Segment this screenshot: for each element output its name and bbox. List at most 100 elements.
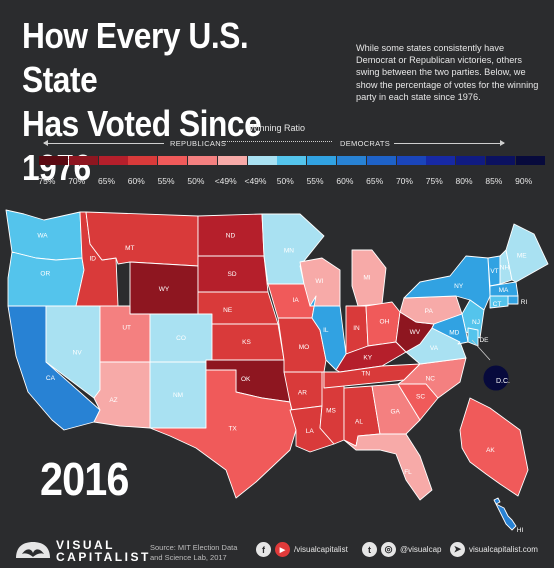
state-de[interactable]	[467, 327, 479, 347]
website-url: visualcapitalist.com	[469, 545, 538, 554]
state-mt[interactable]	[85, 211, 199, 267]
legend-swatch	[277, 156, 307, 165]
state-label-fl: FL	[404, 469, 412, 476]
state-label-ak: AK	[486, 447, 495, 454]
state-ky[interactable]	[335, 341, 407, 373]
state-label-ny: NY	[454, 283, 464, 290]
state-label-ca: CA	[46, 375, 56, 382]
legend-tick-label: 75%	[425, 176, 443, 186]
logo-text: VISUAL CAPITALIST	[56, 539, 151, 563]
source-line-2: and Science Lab, 2017	[150, 552, 227, 562]
state-label-hi: HI	[517, 527, 524, 534]
state-dc[interactable]	[482, 364, 510, 392]
state-label-md: MD	[449, 329, 459, 336]
legend-ticks: 75% 70% 65% 60% 55% 50% <49% <49% 50% 55% 60% 65% 70…	[32, 176, 539, 186]
title-line-1: How Every U.S. State	[22, 15, 249, 100]
us-map: WA OR CA NV ID MT WY UT CO AZ NM ND SD NE KS OK TX MN IA MO…	[5, 209, 549, 535]
state-tx[interactable]	[149, 369, 297, 499]
legend-swatch	[515, 156, 545, 165]
legend-swatch	[307, 156, 337, 165]
state-md[interactable]	[431, 313, 469, 345]
intro-text: While some states consistently have Demo…	[356, 43, 539, 102]
website-link[interactable]: ➤ visualcapitalist.com	[450, 542, 538, 557]
legend-title: Winning Ratio	[248, 123, 306, 133]
legend-tick-label: 60%	[127, 176, 145, 186]
legend-swatch	[158, 156, 188, 165]
state-label-nd: ND	[226, 233, 236, 240]
election-year: 2016	[40, 453, 129, 505]
legend-tick-label: <49%	[214, 176, 237, 186]
state-label-tn: TN	[361, 371, 370, 378]
legend-swatch	[247, 156, 277, 165]
state-me[interactable]	[505, 223, 549, 283]
state-or[interactable]	[7, 251, 85, 307]
state-label-mo: MO	[299, 344, 309, 351]
legend-tick-label: 75%	[38, 176, 56, 186]
state-label-ga: GA	[390, 409, 400, 416]
state-label-co: CO	[176, 335, 186, 342]
state-label-ct: CT	[493, 301, 502, 308]
legend-tick-label: 55%	[157, 176, 175, 186]
legend-tick-label: 55%	[306, 176, 324, 186]
legend-swatch	[336, 156, 366, 165]
legend-tick-label: 65%	[366, 176, 384, 186]
state-ct[interactable]	[489, 295, 509, 309]
state-label-mi: MI	[363, 274, 370, 281]
state-label-ar: AR	[298, 389, 307, 396]
title-line-2: Has Voted Since 1976	[22, 103, 262, 188]
state-labels: WA OR CA NV ID MT WY UT CO AZ NM ND SD NE KS OK TX MN IA MO…	[37, 233, 527, 535]
twitter-instagram-link[interactable]: t ◎ @visualcap	[362, 542, 441, 557]
state-label-or: OR	[40, 271, 50, 278]
facebook-youtube-link[interactable]: f ▶ /visualcapitalist	[256, 542, 348, 557]
legend-swatch	[217, 156, 247, 165]
state-ak[interactable]	[459, 397, 529, 497]
state-label-mt: MT	[125, 245, 134, 252]
state-az[interactable]	[93, 361, 151, 429]
state-label-nj: NJ	[472, 319, 480, 326]
source-line-1: Source: MIT Election Data	[150, 543, 238, 552]
legend-tick-label: 50%	[187, 176, 205, 186]
state-label-wv: WV	[410, 329, 421, 336]
state-label-az: AZ	[109, 397, 117, 404]
logo-line-2: CAPITALIST	[56, 550, 151, 564]
state-label-al: AL	[355, 419, 363, 426]
instagram-icon: ◎	[381, 542, 396, 557]
legend-swatch	[396, 156, 426, 165]
legend-tick-label: 85%	[485, 176, 503, 186]
state-label-ms: MS	[326, 407, 336, 414]
legend-democrats-label: DEMOCRATS	[340, 139, 391, 148]
facebook-handle: /visualcapitalist	[294, 545, 348, 554]
legend-arrow-right	[394, 140, 505, 146]
legend-swatch	[68, 156, 98, 165]
state-ri[interactable]	[507, 295, 519, 305]
twitter-icon: t	[362, 542, 377, 557]
state-label-oh: OH	[380, 319, 390, 326]
legend-divider	[222, 141, 332, 145]
state-label-ma: MA	[499, 287, 509, 294]
state-label-me: ME	[517, 253, 527, 260]
state-label-nm: NM	[173, 392, 183, 399]
page-title: How Every U.S. State Has Voted Since 197…	[22, 14, 312, 190]
legend-tick-label: 50%	[276, 176, 294, 186]
state-label-vt: VT	[490, 268, 498, 275]
state-hi[interactable]	[493, 497, 517, 531]
state-label-sd: SD	[227, 271, 236, 278]
visual-capitalist-logo-icon	[16, 542, 50, 558]
state-label-ok: OK	[241, 376, 251, 383]
legend-swatch	[366, 156, 396, 165]
state-label-de: DE	[479, 337, 489, 344]
legend-swatches	[39, 156, 546, 165]
twitter-handle: @visualcap	[400, 545, 442, 554]
state-label-nh: NH	[500, 265, 510, 272]
legend-swatch	[426, 156, 456, 165]
state-label-ut: UT	[122, 324, 131, 331]
state-ga[interactable]	[371, 383, 421, 435]
legend-swatch	[98, 156, 128, 165]
legend-tick-label: <49%	[244, 176, 267, 186]
legend-tick-label: 65%	[97, 176, 115, 186]
state-label-la: LA	[306, 428, 315, 435]
state-label-nc: NC	[426, 376, 436, 383]
state-fl[interactable]	[343, 433, 433, 501]
state-ut[interactable]	[99, 305, 151, 363]
source-text: Source: MIT Election Data and Science La…	[150, 543, 237, 562]
